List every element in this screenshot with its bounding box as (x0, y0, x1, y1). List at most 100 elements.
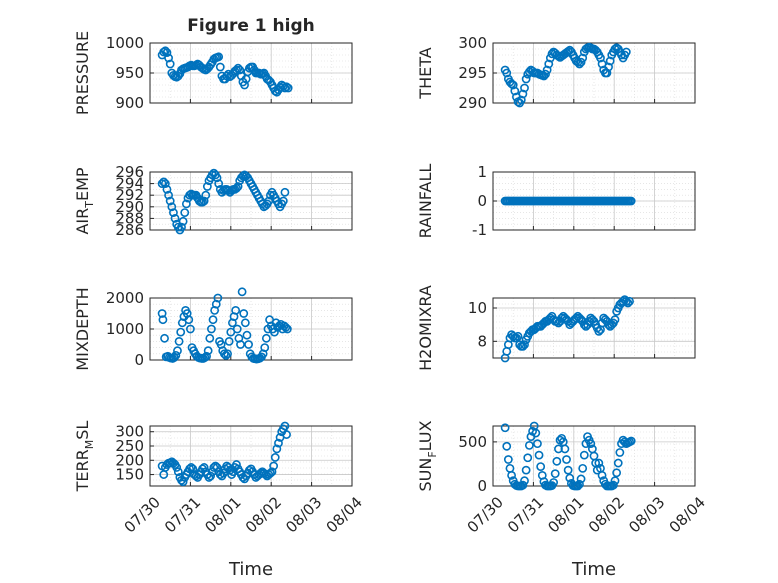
data-points (157, 421, 291, 487)
data-points (500, 42, 631, 108)
y-axis-label: AIRTEMP (73, 167, 96, 234)
data-point (242, 330, 252, 340)
data-point (576, 474, 586, 484)
data-point (159, 47, 169, 57)
data-point (536, 462, 546, 471)
y-tick-label: 300 (458, 34, 487, 52)
data-point (578, 463, 588, 473)
data-point (160, 179, 170, 188)
data-point (173, 346, 182, 356)
data-point (575, 479, 584, 489)
data-point (170, 213, 180, 223)
data-point (157, 179, 167, 188)
data-points (157, 168, 290, 235)
y-axis-label: H2OMIXRA (416, 285, 435, 371)
data-point (188, 464, 198, 474)
subplot-pressure: 900 950 1000 PRESSURE (73, 31, 353, 115)
data-point (178, 477, 188, 487)
data-point (233, 63, 243, 73)
data-point (626, 436, 636, 446)
y-tick-label: 900 (115, 94, 144, 112)
data-point (524, 441, 534, 450)
data-point (160, 333, 169, 343)
data-point (157, 309, 167, 318)
x-tick-label: 07/30 (121, 493, 164, 536)
data-point (198, 197, 207, 207)
x-axis-label-left: Time (228, 559, 273, 580)
subplot-mixdepth: 0 1000 2000 MIXDEPTH (73, 287, 353, 371)
data-point (573, 481, 583, 491)
data-point (604, 62, 613, 72)
data-point (282, 82, 291, 92)
data-point (200, 353, 210, 362)
data-point (531, 428, 541, 438)
data-point (177, 222, 186, 232)
data-point (159, 177, 169, 187)
data-point (541, 69, 550, 79)
data-point (167, 202, 177, 212)
data-point (549, 478, 558, 487)
data-point (282, 324, 292, 334)
data-point (180, 208, 190, 217)
data-point (560, 444, 570, 454)
y-tick-label: 300 (115, 423, 144, 441)
data-point (174, 336, 184, 346)
data-point (518, 341, 528, 351)
data-point (208, 315, 218, 325)
data-point (212, 463, 222, 472)
data-point (212, 173, 222, 183)
data-point (214, 179, 224, 188)
data-point (235, 65, 245, 75)
data-point (260, 343, 270, 352)
data-point (269, 461, 279, 471)
data-point (165, 196, 175, 206)
data-point (261, 333, 271, 343)
y-tick-label: 500 (458, 433, 487, 451)
data-point (610, 476, 620, 486)
data-point (232, 324, 242, 334)
y-tick-label: 290 (458, 94, 487, 112)
data-point (162, 48, 172, 57)
data-point (604, 320, 613, 330)
data-point (605, 56, 615, 66)
data-point (231, 305, 241, 315)
data-point (213, 293, 223, 303)
data-point (623, 298, 633, 308)
x-tick-label: 08/01 (544, 493, 587, 536)
data-point (224, 336, 234, 346)
data-point (542, 65, 552, 75)
figure-title: Figure 1 high (187, 16, 315, 36)
data-point (516, 95, 526, 105)
data-point (233, 182, 243, 191)
data-point (520, 83, 529, 93)
y-tick-label: 950 (115, 64, 144, 82)
y-tick-label: 200 (115, 451, 144, 469)
data-point (552, 456, 562, 466)
data-point (209, 463, 219, 472)
data-point (534, 450, 544, 460)
data-points (500, 295, 634, 363)
data-point (550, 469, 560, 479)
y-tick-label: 295 (458, 64, 487, 82)
data-point (521, 74, 531, 84)
data-point (272, 444, 282, 454)
x-tick-label: 08/04 (323, 493, 366, 536)
data-point (562, 455, 571, 464)
y-tick-label: 8 (477, 332, 487, 350)
data-point (621, 296, 631, 306)
axes-box (149, 425, 353, 487)
axes-box (492, 297, 696, 359)
data-point (244, 340, 253, 349)
data-point (240, 80, 249, 90)
data-point (625, 296, 634, 306)
data-point (160, 46, 170, 56)
data-point (207, 324, 216, 334)
data-point (202, 182, 212, 191)
axes-box (492, 425, 696, 487)
y-axis-label: TERRMSL (73, 421, 96, 493)
data-point (602, 68, 612, 78)
y-axis-label: PRESSURE (73, 31, 92, 115)
